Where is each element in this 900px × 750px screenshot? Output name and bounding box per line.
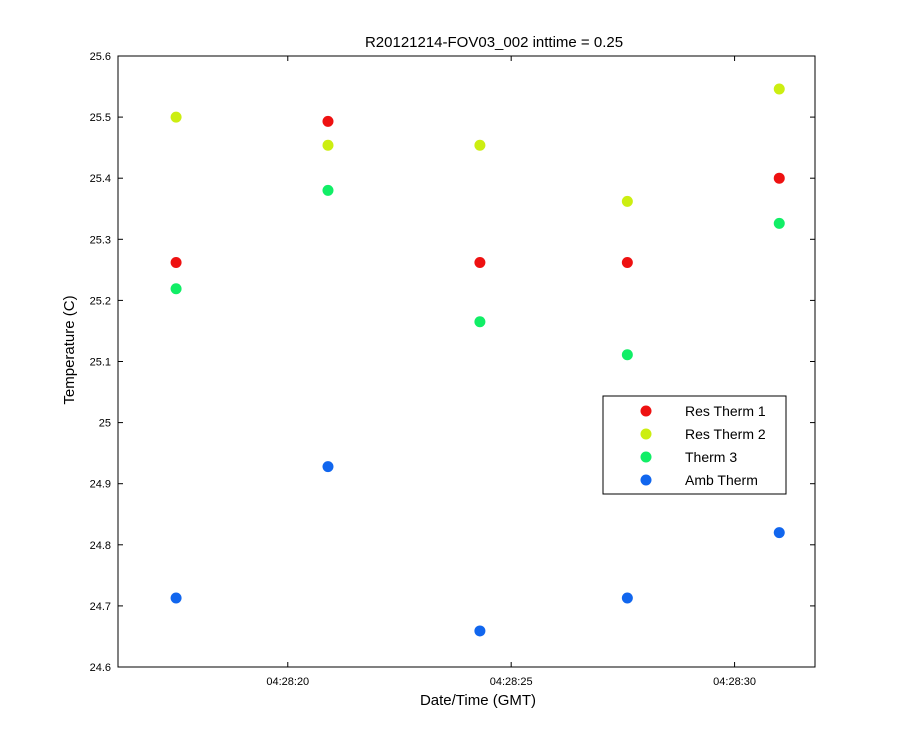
legend-label-amb-therm: Amb Therm [685,472,758,488]
y-tick-label: 25.6 [90,51,111,63]
y-tick-label: 25.3 [90,234,111,246]
y-axis-label: Temperature (C) [61,295,78,404]
y-tick-label: 25.5 [90,112,111,124]
data-points [170,83,785,637]
legend-label-res-therm-2: Res Therm 2 [685,426,766,442]
point-therm-3 [621,349,633,361]
point-therm-3 [773,217,785,229]
y-axis: 24.6 24.7 24.8 24.9 25 25.1 25.2 25.3 25.4 25.5 25… [90,51,815,674]
point-therm-3 [170,283,182,295]
x-axis: 04:28:20 04:28:25 04:28:30 [266,56,756,688]
point-res-therm-2 [474,139,486,151]
legend-marker-res-therm-1 [640,405,652,417]
point-res-therm-1 [773,172,785,184]
point-amb-therm [621,592,633,604]
point-res-therm-2 [322,139,334,151]
y-tick-label: 25 [99,418,111,430]
x-tick-label: 04:28:30 [713,676,756,688]
plot-area [117,55,816,668]
y-tick-label: 25.1 [90,357,111,369]
point-res-therm-2 [621,195,633,207]
y-tick-label: 24.6 [90,662,111,674]
y-tick-label: 24.9 [90,479,111,491]
legend-marker-therm-3 [640,451,652,463]
legend-marker-res-therm-2 [640,428,652,440]
x-axis-label: Date/Time (GMT) [420,692,536,709]
point-therm-3 [322,184,334,196]
legend-label-res-therm-1: Res Therm 1 [685,403,766,419]
point-amb-therm [322,461,334,473]
point-amb-therm [773,527,785,539]
legend-label-therm-3: Therm 3 [685,449,737,465]
legend: Res Therm 1 Res Therm 2 Therm 3 Amb Therm [602,395,787,495]
y-tick-label: 24.8 [90,540,111,552]
y-tick-label: 25.4 [90,173,111,185]
point-res-therm-1 [322,115,334,127]
chart-title: R20121214-FOV03_002 inttime = 0.25 [365,34,623,51]
x-tick-label: 04:28:20 [266,676,309,688]
point-res-therm-2 [773,83,785,95]
point-res-therm-1 [621,257,633,269]
point-res-therm-2 [170,111,182,123]
legend-box [602,395,787,495]
point-res-therm-1 [474,257,486,269]
point-res-therm-1 [170,257,182,269]
point-amb-therm [474,625,486,637]
point-amb-therm [170,592,182,604]
x-tick-label: 04:28:25 [490,676,533,688]
legend-marker-amb-therm [640,474,652,486]
y-tick-label: 24.7 [90,601,111,613]
point-therm-3 [474,316,486,328]
y-tick-label: 25.2 [90,295,111,307]
